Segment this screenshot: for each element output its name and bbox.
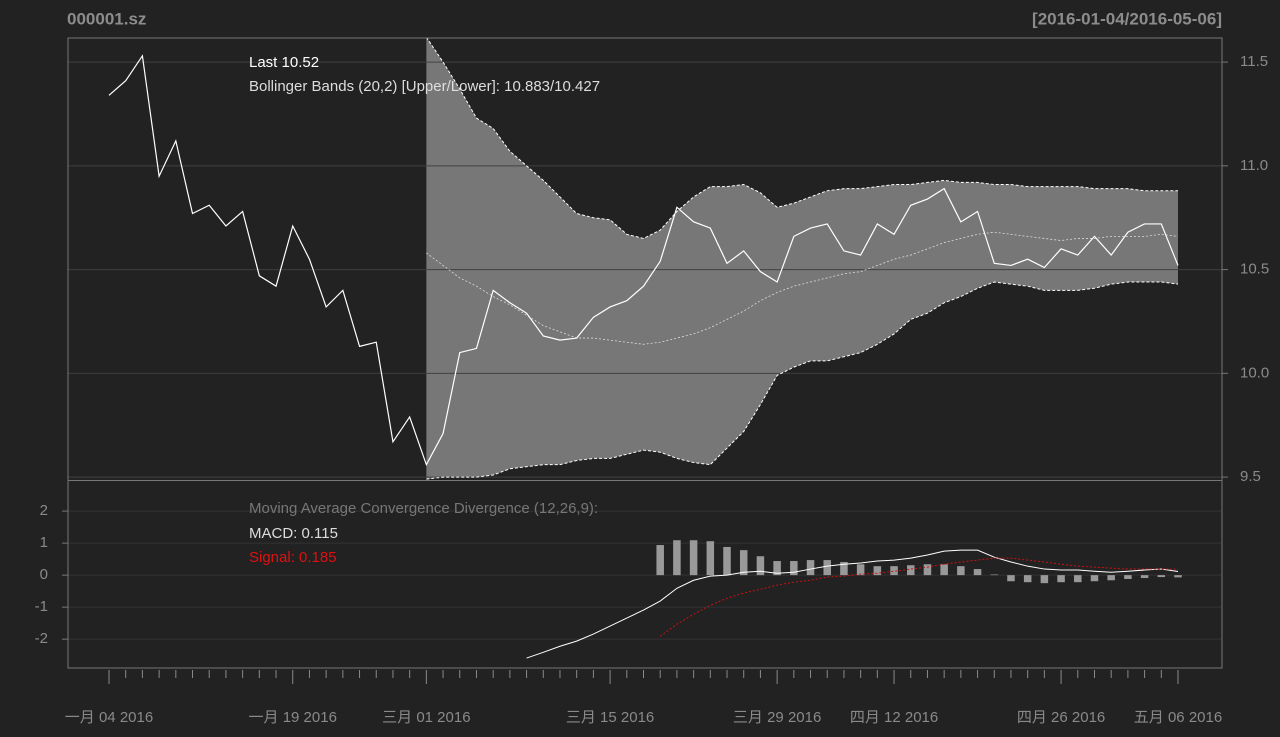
histogram-bar xyxy=(940,564,948,576)
y-tick-label: -2 xyxy=(35,630,48,647)
y-tick-label: -1 xyxy=(35,598,48,615)
histogram-bar xyxy=(723,546,731,576)
x-tick-label: 三月 15 2016 xyxy=(566,709,654,726)
date-range: [2016-01-04/2016-05-06] xyxy=(1032,9,1222,28)
y-tick-label: 2 xyxy=(40,502,48,519)
histogram-bar xyxy=(823,560,831,576)
x-tick-label: 三月 29 2016 xyxy=(733,709,821,726)
macd-label: MACD: 0.115 xyxy=(249,525,338,542)
histogram-bar xyxy=(840,562,848,576)
histogram-bar xyxy=(806,560,815,576)
histogram-bar xyxy=(1007,575,1015,582)
x-tick-label: 四月 12 2016 xyxy=(850,709,938,726)
x-tick-label: 一月 19 2016 xyxy=(249,709,337,726)
histogram-bar xyxy=(1057,575,1065,583)
histogram-bar xyxy=(873,566,882,576)
histogram-bar xyxy=(1174,575,1182,578)
histogram-bar xyxy=(1040,575,1049,584)
bbands-label: Bollinger Bands (20,2) [Upper/Lower]: 10… xyxy=(249,78,600,95)
histogram-bar xyxy=(1074,575,1082,583)
macd-panel xyxy=(68,510,1222,659)
x-tick-label: 三月 01 2016 xyxy=(382,709,470,726)
histogram-bar xyxy=(906,565,915,576)
macd-line xyxy=(526,549,1179,659)
histogram-bar xyxy=(689,540,698,576)
histogram-bar xyxy=(1124,575,1132,579)
histogram-bar xyxy=(756,556,765,576)
macd-title: Moving Average Convergence Divergence (1… xyxy=(249,500,598,517)
signal-label: Signal: 0.185 xyxy=(249,549,337,566)
histogram-bar xyxy=(673,540,681,576)
histogram-bar xyxy=(1157,575,1166,578)
price-panel xyxy=(68,38,1222,480)
last-label: Last 10.52 xyxy=(249,54,319,71)
y-tick-label: 0 xyxy=(40,566,48,583)
histogram-bar xyxy=(1107,575,1115,581)
y-tick-label: 10.0 xyxy=(1240,364,1269,381)
band-lower xyxy=(426,281,1179,480)
histogram-bar xyxy=(706,541,715,576)
histogram-bar xyxy=(957,566,965,576)
band-fill xyxy=(426,38,1178,480)
frame xyxy=(67,37,1223,669)
band-upper xyxy=(426,38,1178,239)
chart-title: 000001.sz xyxy=(67,9,146,28)
axes: 9.5 10.0 10.5 11.0 11.5 一月 04 2016 一月 19 2016 三… xyxy=(35,53,1270,726)
y-tick-label: 11.5 xyxy=(1240,53,1268,70)
price-line xyxy=(108,54,1179,467)
y-tick-label: 1 xyxy=(40,534,48,551)
histogram-bar xyxy=(1090,575,1099,582)
histogram-bar xyxy=(1023,575,1032,583)
x-tick-label: 一月 04 2016 xyxy=(65,709,153,726)
histogram-bar xyxy=(923,564,932,576)
y-tick-label: 10.5 xyxy=(1240,261,1269,278)
histogram-bar xyxy=(973,569,982,576)
histogram-bar xyxy=(1140,575,1149,579)
y-tick-label: 9.5 xyxy=(1240,468,1261,485)
histogram-bar xyxy=(773,561,781,576)
x-tick-label: 四月 26 2016 xyxy=(1017,709,1105,726)
signal-line xyxy=(659,557,1179,637)
y-tick-label: 11.0 xyxy=(1240,157,1268,174)
x-tick-label: 五月 06 2016 xyxy=(1134,709,1222,726)
histogram-bar xyxy=(990,574,999,576)
histogram-bar xyxy=(739,550,748,576)
histogram-bar xyxy=(856,564,865,576)
histogram-bar xyxy=(656,545,664,576)
histogram-bar xyxy=(790,561,798,576)
histogram-bar xyxy=(890,566,898,576)
